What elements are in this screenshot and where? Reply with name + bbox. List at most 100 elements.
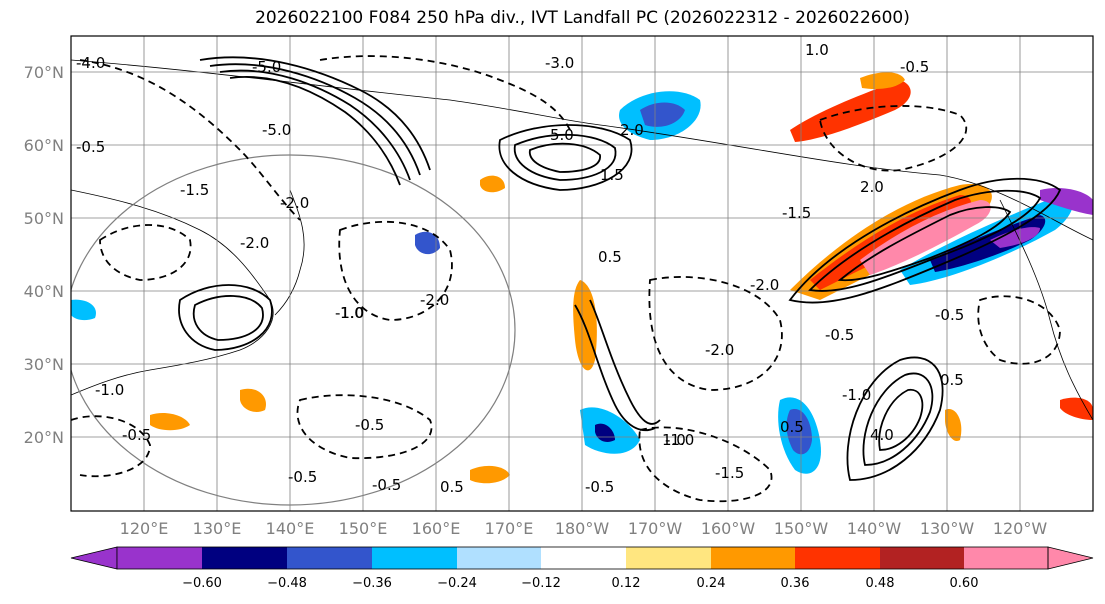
coast-korea-japan xyxy=(274,189,305,316)
lon-label-150w: 150°W xyxy=(774,519,829,538)
clabel-13: -2.0 xyxy=(240,234,269,252)
lon-label-140w: 140°W xyxy=(847,519,902,538)
colorbar-bin-4 xyxy=(457,547,541,569)
contour-neg-japan xyxy=(338,220,453,321)
clabel-1: -5.0 xyxy=(252,58,281,76)
clabel-14: 5.0 xyxy=(550,126,574,144)
lon-label-150e: 150°E xyxy=(339,519,388,538)
contour-central-1 xyxy=(589,299,661,425)
colorbar-bin-9 xyxy=(880,547,964,569)
clabel-7: -5.0 xyxy=(262,121,291,139)
contour-china-1 xyxy=(178,284,273,351)
contour-neg-south xyxy=(638,426,773,503)
clabel-2: -0.5 xyxy=(76,138,105,156)
contour-neg-west-pacific xyxy=(296,394,433,460)
shade-negative-east xyxy=(1040,188,1093,215)
lat-label-40n: 40°N xyxy=(24,282,64,301)
clabel-20: -2.0 xyxy=(705,341,734,359)
contour-central-2 xyxy=(574,304,656,432)
contour-subtrop-2 xyxy=(862,372,934,466)
lat-label-20n: 20°N xyxy=(24,428,64,447)
colorbar: −0.60 −0.48 −0.36 −0.24 −0.12 0.12 0.24 … xyxy=(70,546,1094,591)
colorbar-bin-5 xyxy=(541,547,626,569)
colorbar-label-1: −0.48 xyxy=(267,576,307,591)
contour-neg-jet-1 xyxy=(79,59,301,221)
lat-label-50n: 50°N xyxy=(24,209,64,228)
shade-north-pos xyxy=(480,175,505,193)
shade-gulf-alaska-edge xyxy=(860,72,905,90)
shade-bering-core xyxy=(640,102,685,127)
clabel-9: -3.0 xyxy=(545,54,574,72)
lon-label-180w: 180°W xyxy=(555,519,610,538)
colorbar-extend-min xyxy=(70,546,118,570)
colorbar-label-8: 0.48 xyxy=(866,576,895,591)
coast-north-america xyxy=(999,199,1093,421)
contour-jet-1 xyxy=(199,56,431,171)
clabel-25: 1.0 xyxy=(340,304,364,322)
clabel-23: -0.5 xyxy=(355,416,384,434)
colorbar-label-3: −0.24 xyxy=(437,576,477,591)
colorbar-bin-3 xyxy=(372,547,457,569)
lon-label-120e: 120°E xyxy=(120,519,169,538)
div-contours-positive xyxy=(178,56,1062,481)
map-plot-area: -4.0 -5.0 -0.5 -1.5 -1.0 -0.5 -2.0 -5.0 … xyxy=(71,36,1093,511)
lon-label-140e: 140°E xyxy=(266,519,315,538)
colorbar-label-2: −0.36 xyxy=(352,576,392,591)
shade-west-pos-2 xyxy=(150,413,190,431)
contour-china-2 xyxy=(192,295,264,341)
shade-south-pos xyxy=(470,465,510,484)
contour-ar-1 xyxy=(788,177,1062,304)
colorbar-bin-2 xyxy=(287,547,372,569)
contour-neg-sw xyxy=(71,415,151,478)
clabel-12: -1.0 xyxy=(335,304,364,322)
colorbar-bin-10 xyxy=(964,547,1048,569)
clabel-8: -2.0 xyxy=(280,194,309,212)
clabel-17: 1.5 xyxy=(600,166,624,184)
range-circle xyxy=(71,154,516,506)
shade-hawaii-core xyxy=(786,409,812,455)
shade-positive-max xyxy=(860,200,991,275)
clabel-26: -0.5 xyxy=(288,468,317,486)
contour-jet-4 xyxy=(229,76,401,186)
clabel-27: 0.5 xyxy=(440,478,464,496)
colorbar-label-0: −0.60 xyxy=(182,576,222,591)
lon-label-130e: 130°E xyxy=(193,519,242,538)
clabel-5: -0.5 xyxy=(122,426,151,444)
contour-jet-3 xyxy=(219,69,411,181)
contour-neg-jet-2 xyxy=(319,55,571,131)
contour-subtrop-3 xyxy=(878,388,924,451)
colorbar-bin-1 xyxy=(202,547,287,569)
div-contours-negative xyxy=(71,55,1061,503)
lon-label-160w: 160°W xyxy=(701,519,756,538)
clabel-19: 0.5 xyxy=(598,248,622,266)
shade-japan-neg xyxy=(415,231,440,255)
contour-labels: -4.0 -5.0 -0.5 -1.5 -1.0 -0.5 -2.0 -5.0 … xyxy=(76,41,964,496)
clabel-16: -1.5 xyxy=(782,204,811,222)
lat-label-70n: 70°N xyxy=(24,63,64,82)
contour-ar-2 xyxy=(808,189,1042,292)
lon-label-170w: 170°W xyxy=(628,519,683,538)
map-title: 2026022100 F084 250 hPa div., IVT Landfa… xyxy=(255,8,910,28)
colorbar-label-5: 0.12 xyxy=(612,576,641,591)
ivt-shading xyxy=(71,72,1093,484)
contour-jet-2 xyxy=(209,63,421,176)
lon-label-170e: 170°E xyxy=(485,519,534,538)
shade-gulf-alaska xyxy=(790,80,911,142)
clabel-28: -0.5 xyxy=(372,476,401,494)
clabel-6: -2.0 xyxy=(420,291,449,309)
lat-label-60n: 60°N xyxy=(24,136,64,155)
colorbar-extend-max xyxy=(1047,546,1094,570)
clabel-11: -0.5 xyxy=(900,58,929,76)
clabel-22: -1.0 xyxy=(665,431,694,449)
contour-neg-central xyxy=(648,276,783,391)
clabel-35: 4.0 xyxy=(870,426,894,444)
contour-neg-coast xyxy=(977,295,1061,365)
clabel-33: -0.5 xyxy=(935,306,964,324)
shade-negative-max xyxy=(990,227,1040,248)
contour-neg-gulf xyxy=(818,105,968,172)
contour-bering-high-1 xyxy=(498,124,633,191)
colorbar-bin-0 xyxy=(117,547,202,569)
contour-subtrop-1 xyxy=(846,356,944,481)
contour-bering-high-2 xyxy=(513,133,617,181)
